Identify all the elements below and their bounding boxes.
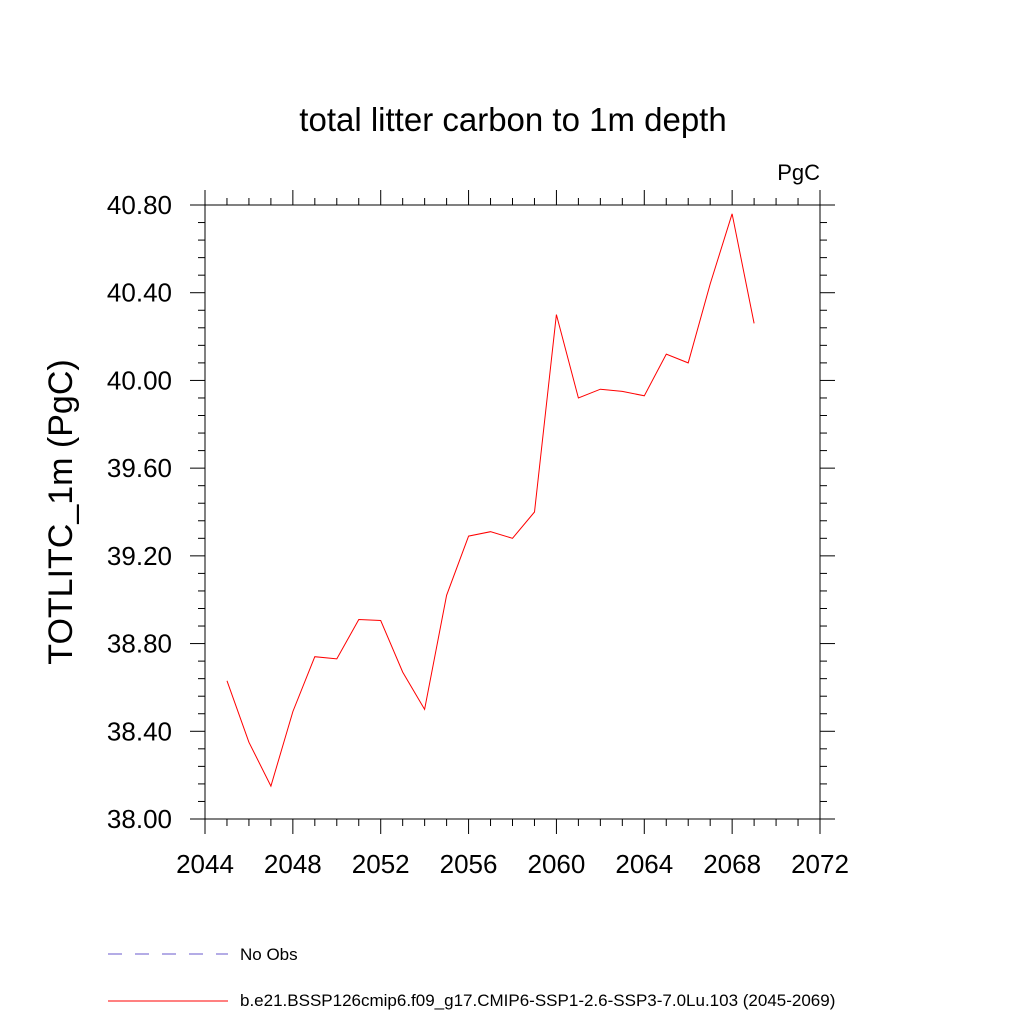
chart-title: total litter carbon to 1m depth bbox=[299, 101, 726, 138]
y-tick-label: 38.80 bbox=[107, 629, 172, 659]
series-line bbox=[226, 213, 755, 788]
legend: No Obs b.e21.BSSP126cmip6.f09_g17.CMIP6-… bbox=[108, 945, 835, 1010]
y-tick-label: 38.40 bbox=[107, 716, 172, 746]
y-tick-label: 39.20 bbox=[107, 541, 172, 571]
x-tick-label: 2056 bbox=[440, 849, 498, 879]
y-tick-label: 40.40 bbox=[107, 278, 172, 308]
x-tick-label: 2064 bbox=[615, 849, 673, 879]
series-layer bbox=[226, 213, 755, 788]
x-tick-label: 2068 bbox=[703, 849, 761, 879]
x-tick-label: 2072 bbox=[791, 849, 849, 879]
x-tick-label: 2052 bbox=[352, 849, 410, 879]
y-tick-label: 38.00 bbox=[107, 804, 172, 834]
legend-label-series: b.e21.BSSP126cmip6.f09_g17.CMIP6-SSP1-2.… bbox=[240, 991, 835, 1010]
plot-frame bbox=[204, 204, 821, 820]
y-axis-label: TOTLITC_1m (PgC) bbox=[42, 359, 80, 664]
y-axis: 38.00 38.40 38.80 39.20 39.60 40.00 40.40 40.80 bbox=[107, 190, 835, 834]
x-tick-label: 2060 bbox=[528, 849, 586, 879]
units-label: PgC bbox=[777, 160, 820, 185]
legend-label-no-obs: No Obs bbox=[240, 945, 298, 964]
x-axis: 2044 2048 2052 2056 2060 2064 2068 2072 bbox=[176, 190, 849, 879]
x-tick-label: 2048 bbox=[264, 849, 322, 879]
x-tick-label: 2044 bbox=[176, 849, 234, 879]
y-tick-label: 40.80 bbox=[107, 190, 172, 220]
y-tick-label: 40.00 bbox=[107, 365, 172, 395]
y-tick-label: 39.60 bbox=[107, 453, 172, 483]
